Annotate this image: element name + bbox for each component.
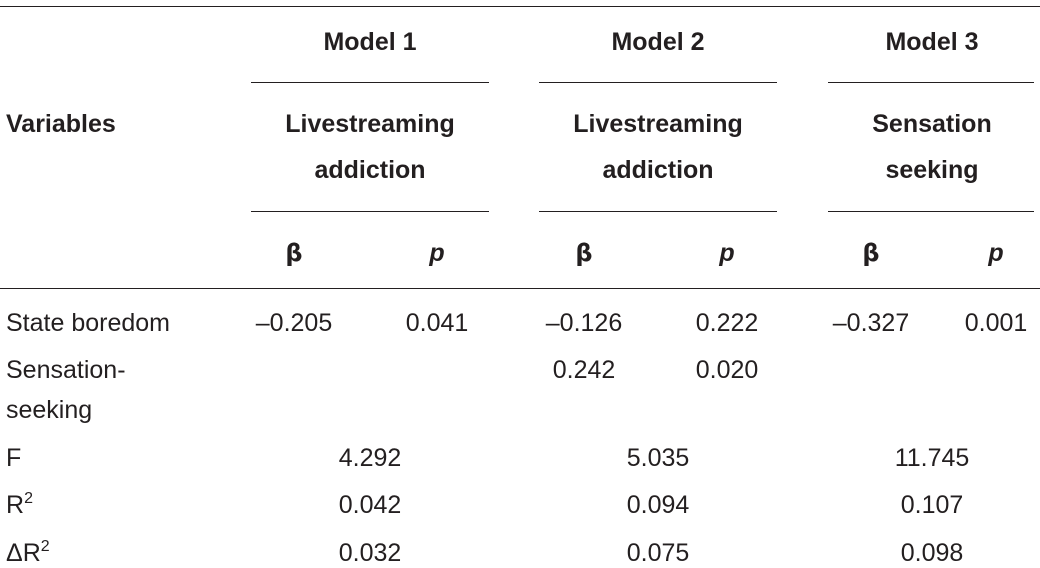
model2-rule-1	[539, 82, 777, 83]
cell-m2-p-sensation: 0.020	[695, 356, 759, 384]
model3-p-header: p	[988, 239, 1004, 267]
model1-title: Model 1	[323, 28, 417, 56]
stat-r2-m3: 0.107	[900, 491, 964, 519]
model3-rule-2	[828, 211, 1034, 212]
stat-f-m1: 4.292	[338, 444, 402, 472]
model2-rule-2	[539, 211, 777, 212]
stat-label-f: F	[6, 444, 22, 472]
model1-dv-line2: addiction	[314, 156, 426, 184]
stat-label-delta-r2-text: ΔR	[6, 539, 41, 567]
top-rule	[0, 6, 1040, 7]
model2-beta-header: β	[575, 239, 593, 267]
model2-dv-line2: addiction	[602, 156, 714, 184]
header-bottom-rule	[0, 288, 1040, 289]
row-label-state-boredom: State boredom	[6, 309, 170, 337]
model3-title: Model 3	[885, 28, 979, 56]
cell-m3-beta: –0.327	[832, 309, 910, 337]
model1-p-header: p	[429, 239, 445, 267]
model1-dv-line1: Livestreaming	[285, 110, 455, 138]
cell-m2-beta-sensation: 0.242	[552, 356, 616, 384]
model3-rule-1	[828, 82, 1034, 83]
model1-beta-header: β	[285, 239, 303, 267]
variables-header: Variables	[6, 110, 116, 138]
cell-m2-p: 0.222	[695, 309, 759, 337]
model1-rule-1	[251, 82, 489, 83]
cell-m3-p: 0.001	[964, 309, 1028, 337]
model3-dv-line1: Sensation	[872, 110, 992, 138]
model1-rule-2	[251, 211, 489, 212]
stat-label-r2: R2	[6, 490, 33, 519]
cell-m2-beta: –0.126	[545, 309, 623, 337]
model3-beta-header: β	[862, 239, 880, 267]
model3-dv-line2: seeking	[885, 156, 979, 184]
stat-delta-r2-m3: 0.098	[900, 539, 964, 567]
stat-f-m3: 11.745	[894, 444, 970, 472]
stat-label-r2-text: R	[6, 491, 25, 519]
stat-delta-r2-m1: 0.032	[338, 539, 402, 567]
model2-p-header: p	[719, 239, 735, 267]
stat-f-m2: 5.035	[626, 444, 690, 472]
stat-delta-r2-m2: 0.075	[626, 539, 690, 567]
stat-r2-m2: 0.094	[626, 491, 690, 519]
stat-label-delta-r2-sup: 2	[40, 538, 50, 555]
cell-m1-p: 0.041	[405, 309, 469, 337]
row-label-sensation-line1: Sensation-	[6, 356, 126, 384]
stat-label-r2-sup: 2	[24, 490, 33, 507]
stat-label-delta-r2: ΔR2	[6, 538, 50, 567]
row-label-sensation-line2: seeking	[6, 396, 93, 424]
model2-title: Model 2	[611, 28, 705, 56]
stat-r2-m1: 0.042	[338, 491, 402, 519]
model2-dv-line1: Livestreaming	[573, 110, 743, 138]
cell-m1-beta: –0.205	[255, 309, 333, 337]
